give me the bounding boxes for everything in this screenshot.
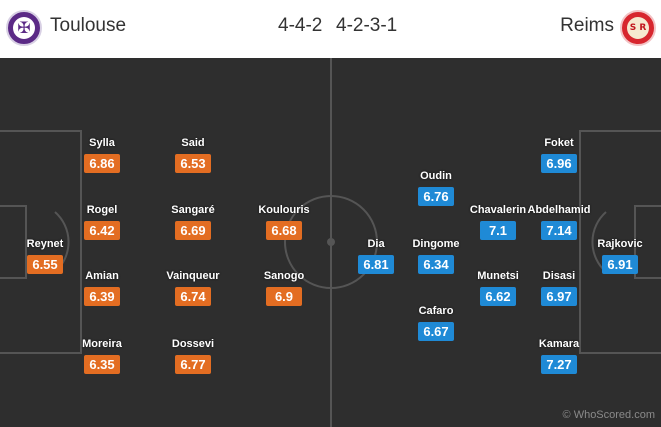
player-sanogo[interactable]: Sanogo 6.9 bbox=[249, 269, 319, 306]
player-name: Dingome bbox=[412, 238, 460, 250]
player-rating: 6.62 bbox=[480, 287, 516, 306]
home-formation: 4-4-2 bbox=[278, 15, 323, 36]
reims-crest-icon: S R bbox=[620, 10, 656, 46]
player-name: Vainqueur bbox=[166, 270, 220, 282]
player-cafaro[interactable]: Cafaro 6.67 bbox=[401, 304, 471, 341]
player-name: Sylla bbox=[89, 137, 115, 149]
player-name: Amian bbox=[85, 270, 119, 282]
player-munetsi[interactable]: Munetsi 6.62 bbox=[463, 269, 533, 306]
player-name: Dia bbox=[367, 238, 385, 250]
player-rating: 6.42 bbox=[84, 221, 120, 240]
player-rating: 6.67 bbox=[418, 322, 454, 341]
player-rating: 7.1 bbox=[480, 221, 516, 240]
player-foket[interactable]: Foket 6.96 bbox=[524, 136, 594, 173]
player-chavalerin[interactable]: Chavalerin 7.1 bbox=[463, 203, 533, 240]
player-rogel[interactable]: Rogel 6.42 bbox=[67, 203, 137, 240]
player-kamara[interactable]: Kamara 7.27 bbox=[524, 337, 594, 374]
player-rating: 6.68 bbox=[266, 221, 302, 240]
away-formation: 4-2-3-1 bbox=[336, 15, 398, 36]
player-name: Kamara bbox=[538, 338, 580, 350]
player-rating: 7.27 bbox=[541, 355, 577, 374]
player-name: Said bbox=[181, 137, 205, 149]
player-name: Chavalerin bbox=[469, 204, 527, 216]
player-rating: 7.14 bbox=[541, 221, 577, 240]
player-amian[interactable]: Amian 6.39 bbox=[67, 269, 137, 306]
player-rating: 6.86 bbox=[84, 154, 120, 173]
player-rating: 6.96 bbox=[541, 154, 577, 173]
player-rating: 6.91 bbox=[602, 255, 638, 274]
player-rating: 6.69 bbox=[175, 221, 211, 240]
player-rating: 6.39 bbox=[84, 287, 120, 306]
player-rating: 6.77 bbox=[175, 355, 211, 374]
player-dossevi[interactable]: Dossevi 6.77 bbox=[158, 337, 228, 374]
player-koulouris[interactable]: Koulouris 6.68 bbox=[249, 203, 319, 240]
player-rating: 6.74 bbox=[175, 287, 211, 306]
player-name: Cafaro bbox=[418, 305, 454, 317]
player-said[interactable]: Said 6.53 bbox=[158, 136, 228, 173]
player-rating: 6.55 bbox=[27, 255, 63, 274]
player-name: Rajkovic bbox=[597, 238, 643, 250]
player-rating: 6.81 bbox=[358, 255, 394, 274]
player-name: Munetsi bbox=[477, 270, 519, 282]
player-rating: 6.97 bbox=[541, 287, 577, 306]
player-sangare[interactable]: Sangaré 6.69 bbox=[158, 203, 228, 240]
player-rating: 6.76 bbox=[418, 187, 454, 206]
player-abdelhamid[interactable]: Abdelhamid 7.14 bbox=[524, 203, 594, 240]
player-name: Abdelhamid bbox=[527, 204, 591, 216]
player-name: Sanogo bbox=[263, 270, 305, 282]
player-name: Disasi bbox=[542, 270, 576, 282]
player-oudin[interactable]: Oudin 6.76 bbox=[401, 169, 471, 206]
player-moreira[interactable]: Moreira 6.35 bbox=[67, 337, 137, 374]
player-name: Moreira bbox=[82, 338, 122, 350]
home-team-name[interactable]: Toulouse bbox=[50, 15, 127, 36]
player-sylla[interactable]: Sylla 6.86 bbox=[67, 136, 137, 173]
player-name: Dossevi bbox=[171, 338, 215, 350]
away-team-name[interactable]: Reims bbox=[560, 15, 614, 36]
player-vainqueur[interactable]: Vainqueur 6.74 bbox=[158, 269, 228, 306]
player-rating: 6.34 bbox=[418, 255, 454, 274]
player-rating: 6.9 bbox=[266, 287, 302, 306]
player-name: Rogel bbox=[86, 204, 118, 216]
toulouse-crest-icon: ✠ bbox=[6, 10, 42, 46]
player-name: Foket bbox=[544, 137, 574, 149]
player-dingome[interactable]: Dingome 6.34 bbox=[401, 237, 471, 274]
player-name: Reynet bbox=[26, 238, 64, 250]
player-rating: 6.35 bbox=[84, 355, 120, 374]
player-disasi[interactable]: Disasi 6.97 bbox=[524, 269, 594, 306]
player-reynet[interactable]: Reynet 6.55 bbox=[10, 237, 80, 274]
whoscored-watermark: © WhoScored.com bbox=[562, 409, 655, 421]
player-name: Oudin bbox=[420, 170, 452, 182]
player-rajkovic[interactable]: Rajkovic 6.91 bbox=[585, 237, 655, 274]
player-name: Koulouris bbox=[258, 204, 310, 216]
match-header: ✠ Toulouse 4-4-2 4-2-3-1 Reims S R bbox=[0, 0, 661, 58]
pitch: Reynet 6.55 Sylla 6.86 Rogel 6.42 Amian … bbox=[0, 58, 661, 427]
player-rating: 6.53 bbox=[175, 154, 211, 173]
player-name: Sangaré bbox=[171, 204, 215, 216]
player-dia[interactable]: Dia 6.81 bbox=[341, 237, 411, 274]
